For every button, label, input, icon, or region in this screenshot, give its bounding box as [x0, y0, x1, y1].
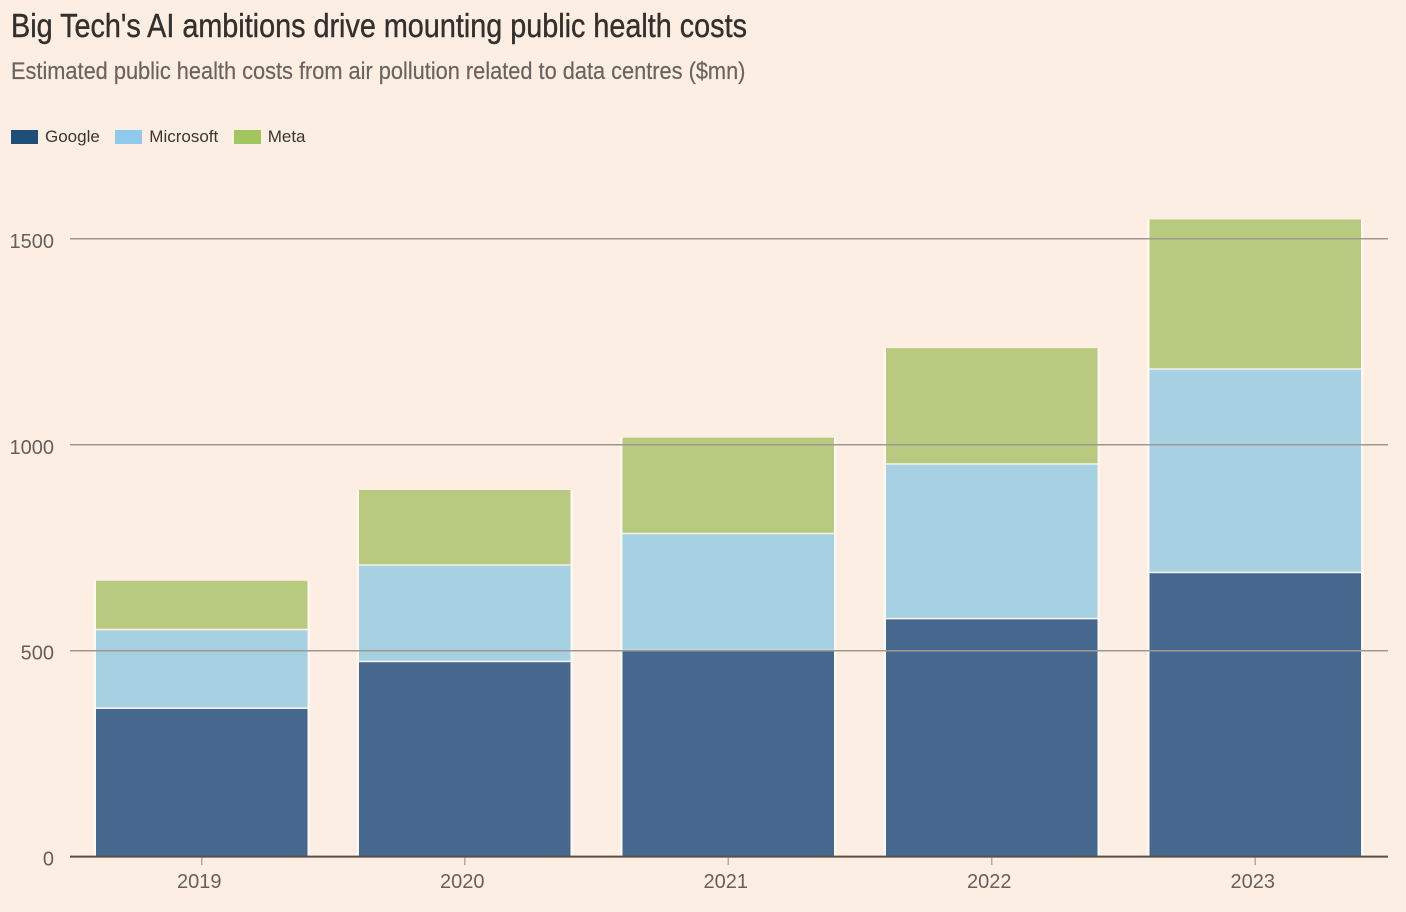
svg-text:500: 500 [21, 643, 54, 665]
svg-text:2023: 2023 [1231, 871, 1276, 893]
svg-text:2020: 2020 [440, 871, 485, 893]
svg-text:1500: 1500 [10, 231, 55, 253]
svg-text:2021: 2021 [704, 871, 749, 893]
svg-text:2019: 2019 [177, 871, 222, 893]
svg-text:0: 0 [43, 849, 54, 871]
svg-text:1000: 1000 [10, 437, 55, 459]
svg-text:2022: 2022 [967, 871, 1012, 893]
